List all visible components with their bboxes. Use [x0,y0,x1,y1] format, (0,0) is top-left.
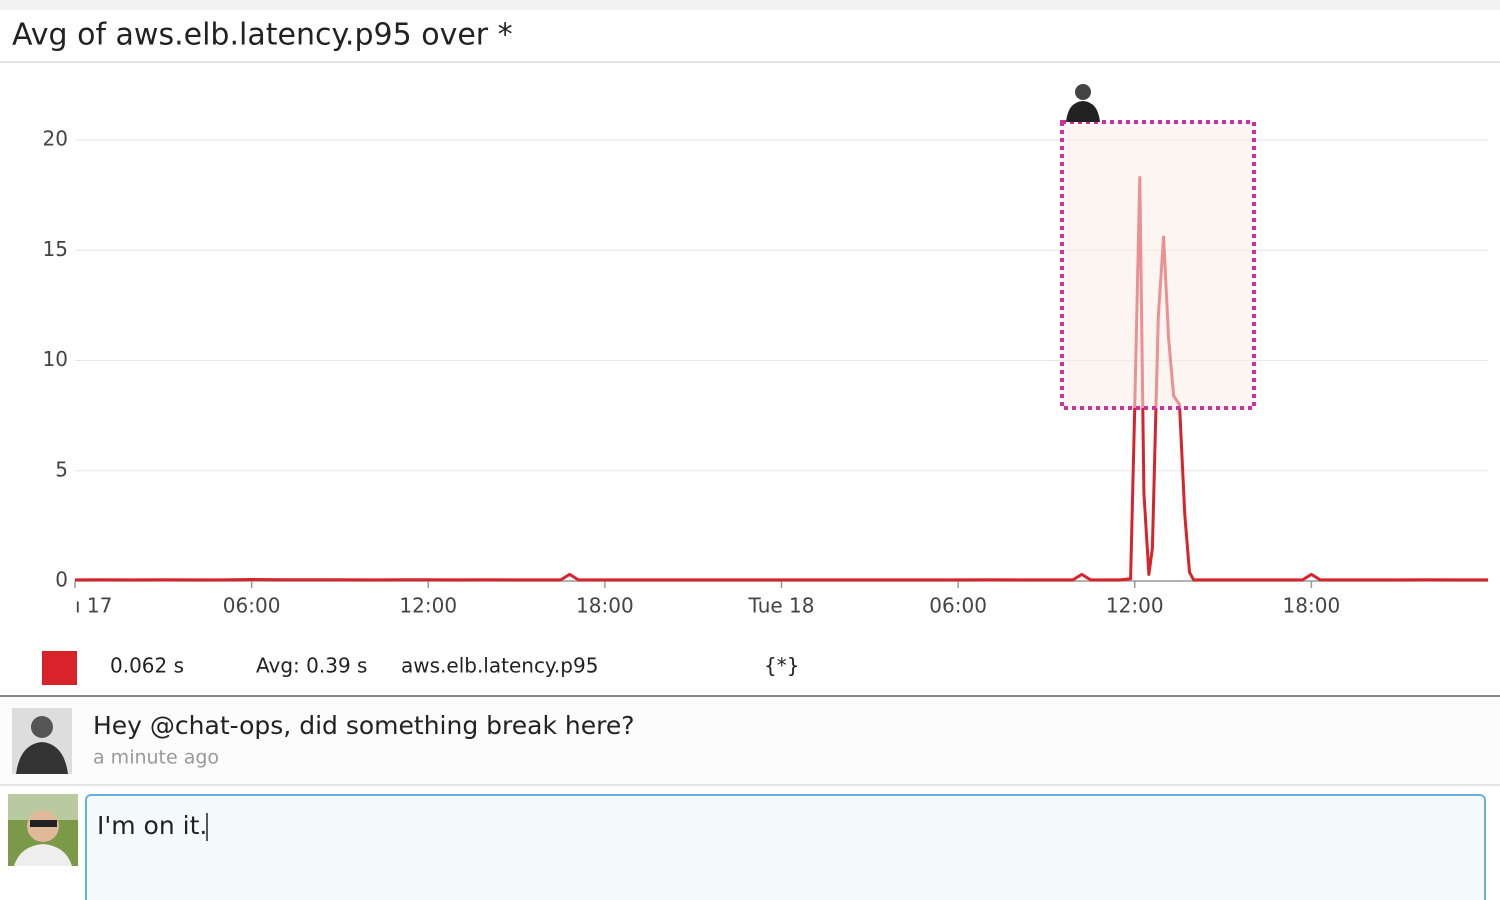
legend-metric: aws.elb.latency.p95 [401,654,598,678]
comment-text: Hey @chat-ops, did something break here? [93,711,634,740]
y-tick-label: 10 [43,347,68,371]
x-tick-label: 18:00 [1283,594,1341,618]
avatar [8,794,78,866]
legend-current: 0.062 s [110,654,184,678]
avatar-head [1075,84,1091,100]
annotation-avatar [1066,84,1100,122]
y-tick-label: 5 [55,457,68,481]
y-tick-label: 15 [43,237,68,261]
legend-scope: {*} [764,654,799,678]
legend-average: Avg: 0.39 s [256,654,367,678]
reply-input[interactable] [85,794,1486,900]
comment-row [0,697,1500,785]
avatar [12,708,72,774]
x-tick-label: 12:00 [1106,594,1164,618]
x-tick-label: Tue 18 [748,594,815,618]
legend-swatch [42,651,77,685]
plot: 0 5 10 15 20 ı 17 06:00 12:00 18:00 Tue 18 06:00 12… [43,84,1488,618]
selection-box [1060,120,1256,410]
series-line [74,176,1488,582]
y-tick-label: 0 [55,568,68,592]
y-tick-label: 20 [43,127,68,151]
x-tick-label: 12:00 [399,594,457,618]
x-tick-label: ı 17 [75,594,112,618]
comment-time: a minute ago [93,747,219,769]
reply-text: I'm on it. [97,811,207,840]
x-tick-label: 18:00 [576,594,634,618]
chart-title: Avg of aws.elb.latency.p95 over * [12,18,513,53]
x-tick-label: 06:00 [929,594,987,618]
x-tick-label: 06:00 [223,594,281,618]
avatar-body [1066,101,1100,122]
